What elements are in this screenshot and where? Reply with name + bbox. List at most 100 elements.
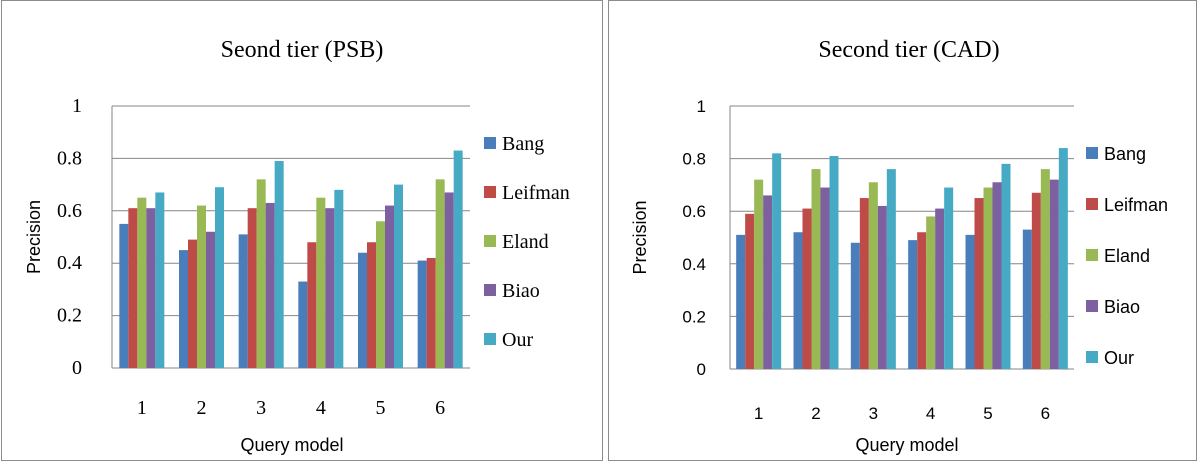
legend-swatch-bang xyxy=(1086,147,1098,159)
bar-bang-3 xyxy=(850,242,860,369)
bar-bang-4 xyxy=(298,281,308,368)
y-tick-label: 1 xyxy=(697,97,706,116)
legend-label-eland: Eland xyxy=(1104,246,1150,266)
legend-swatch-biao xyxy=(484,284,496,296)
legend-label-bang: Bang xyxy=(1104,144,1146,164)
y-tick-label: 0.4 xyxy=(57,252,82,274)
bar-biao-3 xyxy=(877,205,887,369)
bar-bang-5 xyxy=(965,234,975,369)
bar-eland-6 xyxy=(1040,169,1050,369)
chart-title: Seond tier (PSB) xyxy=(221,37,384,63)
bar-leifman-2 xyxy=(802,208,812,369)
bar-our-6 xyxy=(1058,148,1068,369)
y-tick-label: 0.8 xyxy=(57,147,82,169)
bar-leifman-2 xyxy=(188,239,197,368)
bar-leifman-6 xyxy=(426,257,436,368)
bar-leifman-3 xyxy=(859,198,869,369)
bar-bang-1 xyxy=(119,223,129,368)
bar-eland-3 xyxy=(256,179,266,368)
x-axis-label: Query model xyxy=(855,435,958,455)
x-tick-label: 6 xyxy=(435,397,445,419)
legend-label-leifman: Leifman xyxy=(502,182,570,204)
y-tick-label: 0 xyxy=(72,357,82,379)
x-tick-label: 4 xyxy=(926,404,935,423)
bar-biao-5 xyxy=(385,205,394,368)
bar-bang-4 xyxy=(908,240,918,369)
bar-leifman-3 xyxy=(247,208,257,368)
legend-label-biao: Biao xyxy=(1104,297,1140,317)
y-tick-label: 0.2 xyxy=(57,305,82,327)
bar-biao-2 xyxy=(820,187,830,369)
chart-title: Second tier (CAD) xyxy=(818,37,999,63)
bar-bang-3 xyxy=(238,234,248,368)
legend-swatch-eland xyxy=(484,235,496,247)
bar-leifman-1 xyxy=(745,213,755,369)
chart-panel-psb: Seond tier (PSB) 0 0.2 0.4 0.6 0.8 1 1 2 3 4 5 6 Quer… xyxy=(1,0,603,461)
bar-our-6 xyxy=(453,150,463,368)
legend-label-bang: Bang xyxy=(502,133,544,155)
x-tick-label: 1 xyxy=(754,404,763,423)
bar-leifman-1 xyxy=(128,208,138,368)
bar-eland-4 xyxy=(926,216,936,369)
x-tick-label: 4 xyxy=(316,397,326,419)
bar-eland-6 xyxy=(435,179,445,368)
bar-leifman-5 xyxy=(974,198,984,369)
x-tick-label: 2 xyxy=(811,404,820,423)
y-tick-label: 0.6 xyxy=(682,202,706,221)
bar-biao-6 xyxy=(444,192,454,368)
chart-panel-cad: Second tier (CAD) 0 0.2 0.4 0.6 0.8 1 1 2 3 4 5 6 Que… xyxy=(608,0,1197,461)
y-tick-label: 0.2 xyxy=(682,307,706,326)
x-axis-label: Query model xyxy=(240,435,343,455)
bar-bang-5 xyxy=(358,252,367,368)
bar-biao-6 xyxy=(1049,179,1059,369)
x-tick-label: 6 xyxy=(1041,404,1050,423)
bar-biao-4 xyxy=(325,208,335,368)
bar-biao-3 xyxy=(265,202,275,368)
bar-eland-3 xyxy=(868,182,878,369)
x-tick-label: 1 xyxy=(137,397,147,419)
bar-our-2 xyxy=(829,155,839,369)
x-tick-label: 3 xyxy=(869,404,878,423)
bar-bang-2 xyxy=(179,250,188,368)
bar-biao-4 xyxy=(935,208,945,369)
bar-eland-2 xyxy=(197,205,206,368)
bar-bang-2 xyxy=(793,232,803,369)
bar-our-3 xyxy=(886,169,896,369)
bar-our-1 xyxy=(772,153,782,369)
x-tick-label: 5 xyxy=(376,397,386,419)
legend-swatch-leifman xyxy=(484,186,496,198)
y-tick-label: 0 xyxy=(697,360,706,379)
bar-bang-6 xyxy=(1022,229,1032,369)
bar-leifman-6 xyxy=(1031,192,1041,369)
legend-label-our: Our xyxy=(502,329,533,351)
y-tick-label: 1 xyxy=(72,95,82,117)
bar-leifman-4 xyxy=(307,242,317,368)
bar-our-5 xyxy=(394,184,403,368)
bar-our-4 xyxy=(334,189,344,368)
legend-swatch-leifman xyxy=(1086,198,1098,210)
bar-our-5 xyxy=(1001,163,1011,369)
bar-biao-1 xyxy=(763,195,773,369)
y-tick-label: 0.8 xyxy=(682,150,706,169)
bar-chart-psb: Seond tier (PSB) 0 0.2 0.4 0.6 0.8 1 1 2 3 4 5 6 Quer… xyxy=(24,37,570,455)
bar-leifman-5 xyxy=(367,242,376,368)
bar-eland-4 xyxy=(316,197,326,368)
legend-swatch-eland xyxy=(1086,249,1098,261)
x-tick-label: 5 xyxy=(983,404,992,423)
legend-swatch-bang xyxy=(484,137,496,149)
bar-eland-1 xyxy=(137,197,147,368)
bar-biao-1 xyxy=(146,208,156,368)
bar-chart-cad: Second tier (CAD) 0 0.2 0.4 0.6 0.8 1 1 2 3 4 5 6 Que… xyxy=(630,37,1168,455)
bar-our-3 xyxy=(274,161,284,368)
bar-eland-2 xyxy=(811,169,821,369)
legend-label-eland: Eland xyxy=(502,231,549,253)
bar-eland-5 xyxy=(983,187,993,369)
bar-eland-5 xyxy=(376,221,385,368)
bar-biao-5 xyxy=(992,182,1002,369)
y-axis-label: Precision xyxy=(24,200,44,274)
bar-our-2 xyxy=(215,187,224,368)
bar-bang-1 xyxy=(736,234,746,369)
bar-our-1 xyxy=(155,192,165,368)
x-tick-label: 2 xyxy=(197,397,207,419)
legend-swatch-our xyxy=(1086,351,1098,363)
